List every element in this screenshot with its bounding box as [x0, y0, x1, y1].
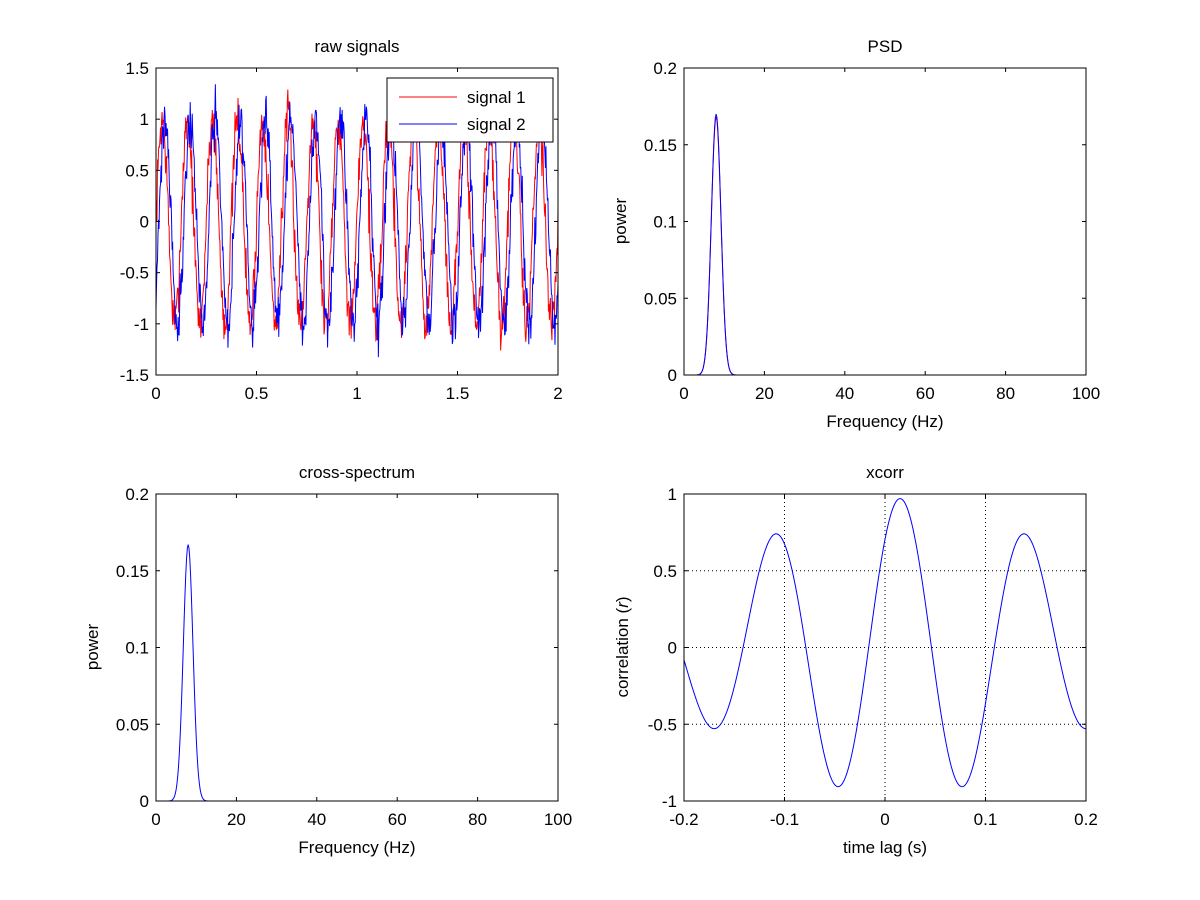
y-tick-label: 0.5: [125, 161, 149, 180]
legend: signal 1 signal 2: [386, 77, 554, 143]
x-axis-label: time lag (s): [843, 838, 927, 857]
panel-title: raw signals: [314, 37, 399, 56]
panel-psd: PSD Frequency (Hz) power 0 20 40 60 80 100 0 0.…: [611, 37, 1100, 431]
y-tick-label: 0.5: [653, 562, 677, 581]
x-tick-label: 40: [307, 810, 326, 829]
x-tick-label: 0.2: [1074, 810, 1098, 829]
x-tick-label: 80: [996, 384, 1015, 403]
y-tick-label: 0.05: [644, 289, 677, 308]
y-tick-label: -1: [662, 792, 677, 811]
panel-raw-signals: raw signals 0 0.5 1 1.5 2 -1.5 -1 -0.5 0 0.5 1 1.5 s…: [120, 37, 563, 403]
y-tick-label: 0: [668, 366, 677, 385]
x-tick-label: 20: [755, 384, 774, 403]
y-tick-label: -1.5: [120, 366, 149, 385]
x-tick-label: 80: [468, 810, 487, 829]
panel-cross-spectrum: cross-spectrum Frequency (Hz) power 0 20 4…: [83, 463, 572, 857]
x-axis-label: Frequency (Hz): [298, 838, 415, 857]
y-tick-label: 1: [140, 110, 149, 129]
y-axis-label: power: [611, 198, 630, 245]
x-tick-label: 0.5: [245, 384, 269, 403]
x-tick-label: 0: [151, 810, 160, 829]
y-tick-label: 1: [668, 485, 677, 504]
y-tick-label: 0.1: [653, 213, 677, 232]
y-axis-label-prefix: correlation (: [613, 607, 632, 697]
x-tick-label: 100: [1072, 384, 1100, 403]
x-tick-label: 20: [227, 810, 246, 829]
x-tick-label: -0.1: [770, 810, 799, 829]
x-tick-label: 60: [388, 810, 407, 829]
series-line-xcorr: [684, 498, 1086, 788]
panel-xcorr: xcorr time lag (s) correlation (r) -0.2-…: [613, 463, 1098, 857]
y-axis-label: power: [83, 624, 102, 671]
y-tick-label: -1: [134, 315, 149, 334]
y-tick-label: 0: [668, 639, 677, 658]
y-axis-label: correlation (r): [613, 596, 632, 697]
y-tick-label: -0.5: [120, 264, 149, 283]
y-tick-label: 0.05: [116, 715, 149, 734]
x-tick-label: 2: [553, 384, 562, 403]
panel-title: PSD: [868, 37, 903, 56]
y-tick-label: 0.2: [125, 485, 149, 504]
panel-title: xcorr: [866, 463, 904, 482]
x-tick-label: 0.1: [974, 810, 998, 829]
grid: [684, 494, 1086, 801]
legend-label: signal 1: [467, 88, 526, 107]
y-axis-label-suffix: ): [613, 596, 632, 602]
y-axis-label-variable: r: [613, 601, 632, 608]
y-tick-label: 0.1: [125, 639, 149, 658]
x-axis-label: Frequency (Hz): [826, 412, 943, 431]
x-tick-label: 0: [880, 810, 889, 829]
panel-title: cross-spectrum: [299, 463, 415, 482]
x-tick-label: 1.5: [446, 384, 470, 403]
y-tick-label: 1.5: [125, 59, 149, 78]
x-tick-label: 0: [151, 384, 160, 403]
y-tick-label: 0.2: [653, 59, 677, 78]
x-tick-label: 100: [544, 810, 572, 829]
x-tick-label: 40: [835, 384, 854, 403]
y-tick-label: 0.15: [116, 562, 149, 581]
legend-label: signal 2: [467, 115, 526, 134]
y-tick-label: -0.5: [648, 715, 677, 734]
x-tick-label: 1: [352, 384, 361, 403]
x-tick-label: 60: [916, 384, 935, 403]
y-tick-label: 0: [140, 213, 149, 232]
x-tick-label: 0: [679, 384, 688, 403]
y-tick-label: 0: [140, 792, 149, 811]
legend-box: [386, 77, 554, 143]
x-tick-label: -0.2: [669, 810, 698, 829]
y-tick-label: 0.15: [644, 136, 677, 155]
